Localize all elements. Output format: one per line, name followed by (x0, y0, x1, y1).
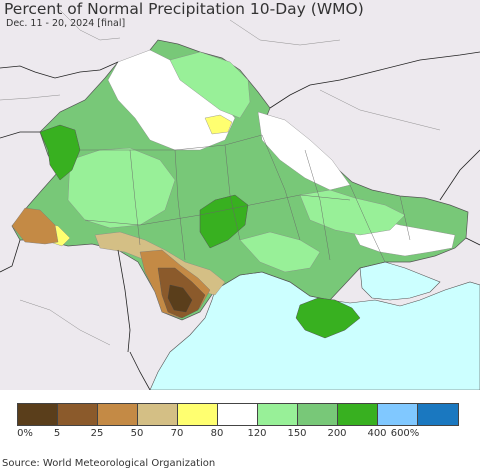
lightgreen-zone-north (169, 51, 251, 119)
legend-tick-label: 400 (367, 428, 387, 439)
legend-tick-label: 70 (170, 428, 184, 439)
white-zone-east (257, 111, 351, 191)
sea-of-azov (359, 261, 441, 301)
lightgreen-zone-south (239, 231, 321, 273)
source-credit: Source: World Meteorological Organizatio… (2, 458, 216, 469)
legend-tick-label: 200 (327, 428, 347, 439)
green-zone-central (199, 194, 249, 249)
lightgreen-zone-east (299, 189, 406, 236)
map-subtitle: Dec. 11 - 20, 2024 [final] (6, 18, 126, 29)
legend-swatch (58, 404, 98, 425)
lightbrown-zone-southwest (11, 207, 59, 245)
legend-swatch (298, 404, 338, 425)
legend-swatch (178, 404, 218, 425)
legend-swatch (378, 404, 418, 425)
legend-swatch (418, 404, 458, 425)
precipitation-map (0, 9, 480, 390)
lightgreen-zone-center (67, 147, 176, 229)
legend-tick-label: 50 (130, 428, 144, 439)
country-borders (0, 51, 480, 390)
map-title: Percent of Normal Precipitation 10-Day (… (4, 0, 364, 18)
legend-tick-label: 5 (53, 428, 61, 439)
legend-swatch (258, 404, 298, 425)
map-frame: Percent of Normal Precipitation 10-Day (… (0, 0, 480, 390)
legend-swatch (18, 404, 58, 425)
legend-colorbar (17, 403, 459, 426)
legend-tick-label: 80 (210, 428, 224, 439)
darkbrown-zone-odesa (167, 284, 193, 313)
neighbour-internal-borders (0, 9, 441, 346)
green-zone-west (39, 124, 81, 181)
legend-tick-label: 0% (17, 428, 33, 439)
legend-swatch (98, 404, 138, 425)
legend-tick-label: 150 (287, 428, 307, 439)
legend-tick-label: 120 (247, 428, 267, 439)
green-zone-crimea (295, 297, 361, 339)
legend-swatch (338, 404, 378, 425)
region-borders (80, 134, 411, 263)
legend-swatch (218, 404, 258, 425)
legend-tick-label: 600% (390, 428, 420, 439)
legend-swatch (138, 404, 178, 425)
legend-tick-label: 25 (90, 428, 104, 439)
yellow-zone-north (204, 114, 233, 135)
